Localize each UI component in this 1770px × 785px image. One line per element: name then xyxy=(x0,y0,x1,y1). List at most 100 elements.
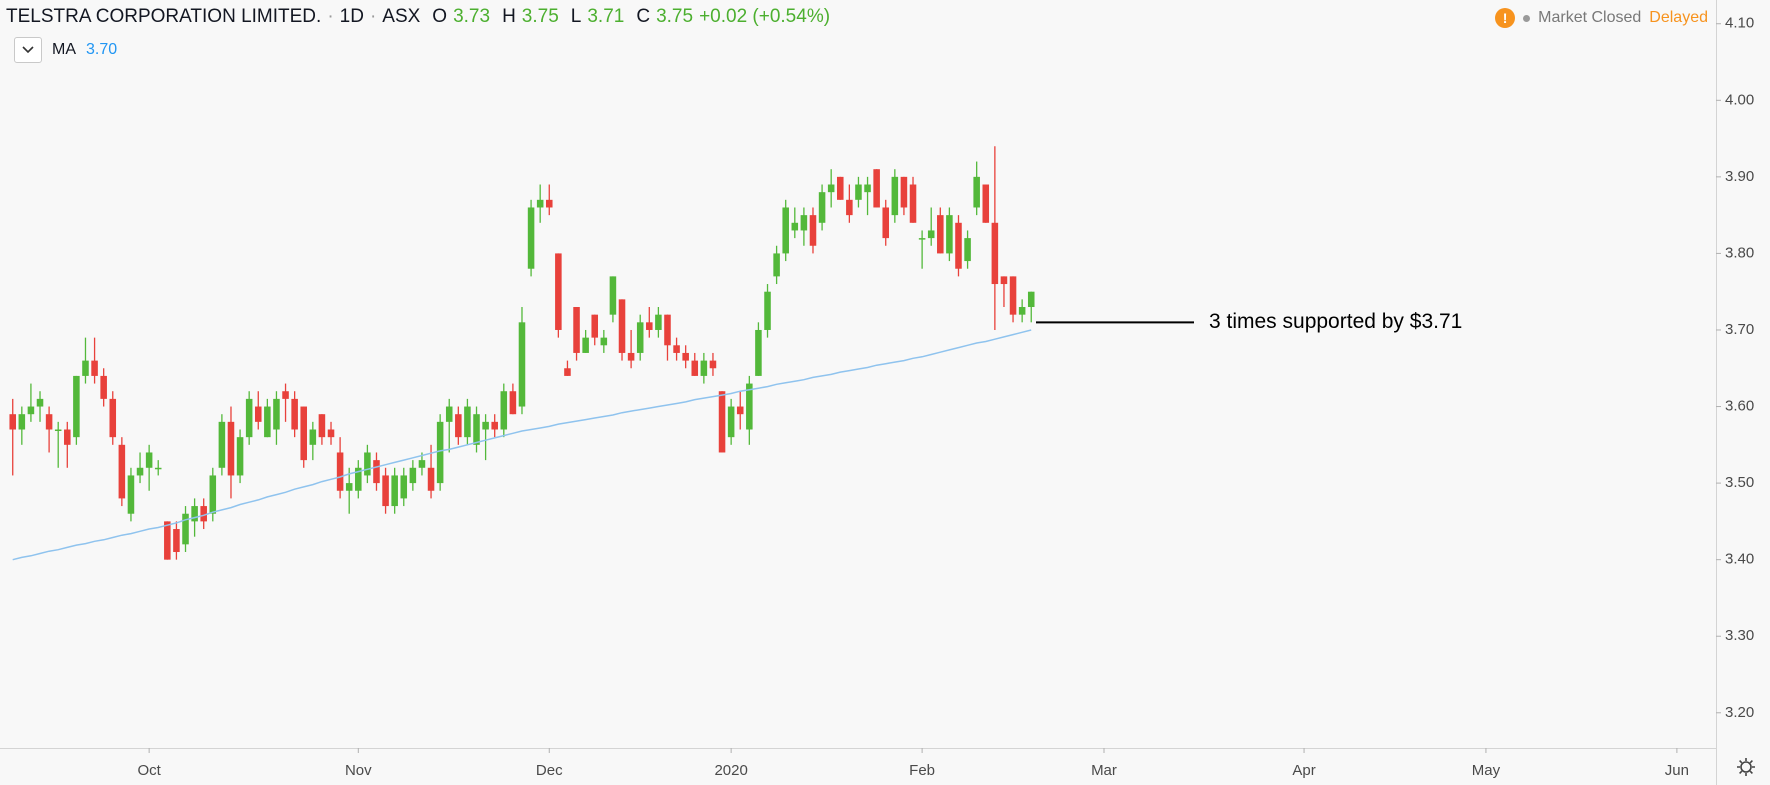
candle-body xyxy=(682,352,689,361)
collapse-button[interactable] xyxy=(14,37,42,63)
settings-icon[interactable] xyxy=(1737,758,1755,776)
ohlc-value: 3.73 xyxy=(453,6,491,27)
exchange: ASX xyxy=(382,6,421,27)
candle-body xyxy=(755,329,762,376)
candle-body xyxy=(527,207,535,269)
candle-body xyxy=(300,406,308,461)
interval[interactable]: 1D xyxy=(339,6,364,27)
candle-body xyxy=(209,475,217,514)
candle-body xyxy=(491,421,498,430)
candle-body xyxy=(100,375,107,399)
candle-body xyxy=(809,215,817,246)
candle-body xyxy=(591,314,599,338)
candle-body xyxy=(118,444,126,499)
candle-body xyxy=(164,521,171,560)
candle-body xyxy=(818,192,826,223)
candle-body xyxy=(236,437,244,476)
moving-average-line xyxy=(12,329,1032,561)
y-tick-label: 3.70 xyxy=(1725,321,1754,338)
annotation-text: 3 times supported by $3.71 xyxy=(1209,310,1462,333)
candle-body xyxy=(773,253,780,277)
gear-teeth xyxy=(1737,758,1755,776)
candle-body xyxy=(691,360,699,376)
candle-body xyxy=(191,506,198,522)
candle-body xyxy=(27,406,35,415)
candle-body xyxy=(946,215,953,254)
candle-body xyxy=(436,421,444,484)
x-tick-label: Dec xyxy=(536,762,563,779)
feed-status: Delayed xyxy=(1649,9,1708,26)
candle-body xyxy=(800,215,808,231)
plot-area xyxy=(0,0,1716,748)
candle-body xyxy=(791,222,799,231)
candle-body xyxy=(409,467,417,484)
candle-body xyxy=(54,429,62,432)
candle-body xyxy=(855,184,862,200)
candle-body xyxy=(836,176,844,200)
x-tick-label: Jun xyxy=(1665,762,1689,779)
candle-body xyxy=(545,199,553,208)
candle-body xyxy=(627,352,635,361)
x-tick-label: Nov xyxy=(345,762,372,779)
candle-body xyxy=(45,414,53,430)
candle-body xyxy=(400,475,408,499)
candle-body xyxy=(727,406,735,438)
x-tick-label: Apr xyxy=(1292,762,1315,779)
candle-body xyxy=(318,414,326,438)
candle-body xyxy=(764,291,771,330)
candle-body xyxy=(182,513,189,545)
candle-body xyxy=(746,383,753,430)
candle-body xyxy=(582,337,589,353)
candle-body xyxy=(373,460,380,484)
candle-body xyxy=(127,475,135,514)
candle-body xyxy=(145,452,153,468)
candle-body xyxy=(455,414,462,438)
candle-body xyxy=(464,406,471,438)
candle-body xyxy=(900,176,908,208)
candle-body xyxy=(336,452,344,491)
candle-body xyxy=(873,169,880,208)
x-tick-label: Feb xyxy=(909,762,935,779)
candle-body xyxy=(882,207,890,239)
candle-body xyxy=(536,199,544,208)
candle-body xyxy=(91,360,98,376)
candle-body xyxy=(218,421,226,468)
separator: · xyxy=(327,6,334,27)
candle-body xyxy=(700,360,708,376)
candle-body xyxy=(564,368,571,376)
indicator-legend: MA 3.70 xyxy=(14,37,117,63)
candle-body xyxy=(291,398,298,430)
candle-body xyxy=(918,238,926,240)
candle-body xyxy=(254,406,262,422)
candle-body xyxy=(1018,307,1026,315)
candle-body xyxy=(1009,276,1017,315)
candle-body xyxy=(909,184,917,223)
candle-body xyxy=(418,460,426,468)
candle-body xyxy=(664,314,671,346)
y-tick-label: 3.30 xyxy=(1725,627,1754,644)
candles xyxy=(9,146,1035,560)
candle-body xyxy=(891,176,899,216)
candle-body xyxy=(618,299,626,353)
alert-icon[interactable]: ! xyxy=(1495,8,1516,28)
candle-body xyxy=(600,337,608,346)
symbol-header: TELSTRA CORPORATION LIMITED. · 1D · ASX … xyxy=(6,6,830,28)
candle-body xyxy=(509,391,517,415)
x-tick-label: Mar xyxy=(1091,762,1117,779)
candle-body xyxy=(709,360,717,369)
candle-body xyxy=(609,276,617,315)
candle-body xyxy=(782,207,789,254)
y-tick-label: 3.40 xyxy=(1725,551,1754,568)
separator: · xyxy=(369,6,377,27)
candle-body xyxy=(355,467,362,491)
y-tick-label: 4.10 xyxy=(1725,15,1754,32)
candle-body xyxy=(991,222,999,285)
candle-body xyxy=(264,406,271,438)
symbol-name: TELSTRA CORPORATION LIMITED. xyxy=(6,6,322,27)
candle-body xyxy=(82,360,89,376)
candle-body xyxy=(73,375,80,438)
candle-body xyxy=(36,398,44,407)
candle-body xyxy=(154,467,162,470)
y-tick-label: 4.00 xyxy=(1725,91,1754,108)
